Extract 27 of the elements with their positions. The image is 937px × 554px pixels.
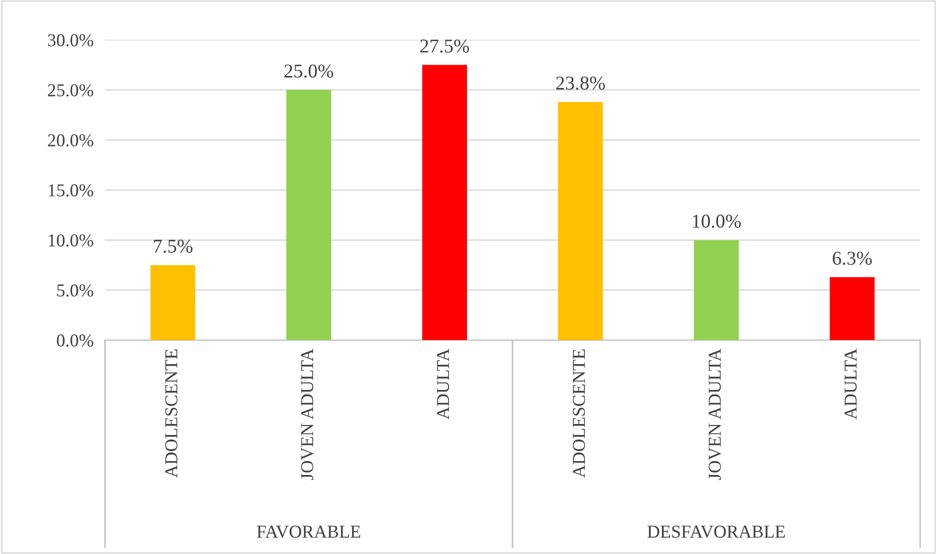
data-label: 7.5% xyxy=(154,240,192,253)
bar xyxy=(286,90,332,340)
bar xyxy=(422,64,468,340)
y-tick-label: 25.0% xyxy=(48,84,94,96)
x-tick-label: ADOLESCENTE xyxy=(165,349,178,478)
bar xyxy=(694,240,739,340)
text: DESFAVORABLE xyxy=(647,526,785,538)
x-tick-label: ADULTA xyxy=(844,348,857,420)
x-tick-label: ADULTA xyxy=(437,348,450,420)
y-tick-label: 0.0% xyxy=(56,334,94,347)
data-label: 10.0% xyxy=(692,214,741,228)
x-tick-label: JOVEN ADULTA xyxy=(708,348,721,480)
y-tick-label: 15.0% xyxy=(48,184,94,197)
x-tick-label: JOVEN ADULTA xyxy=(301,348,314,480)
bar xyxy=(150,265,196,340)
bar xyxy=(830,277,875,340)
y-tick-label: 30.0% xyxy=(48,34,94,46)
text: FAVORABLE xyxy=(256,526,360,538)
data-label: 23.8% xyxy=(556,76,605,90)
bar xyxy=(558,102,603,340)
y-tick-label: 20.0% xyxy=(48,134,94,146)
y-tick-label: 10.0% xyxy=(48,234,94,247)
x-tick-label: ADOLESCENTE xyxy=(572,349,585,478)
data-label: 27.5% xyxy=(420,40,470,53)
data-label: 6.3% xyxy=(832,252,872,265)
y-tick-label: 5.0% xyxy=(57,284,94,297)
data-label: 25.0% xyxy=(284,64,334,78)
